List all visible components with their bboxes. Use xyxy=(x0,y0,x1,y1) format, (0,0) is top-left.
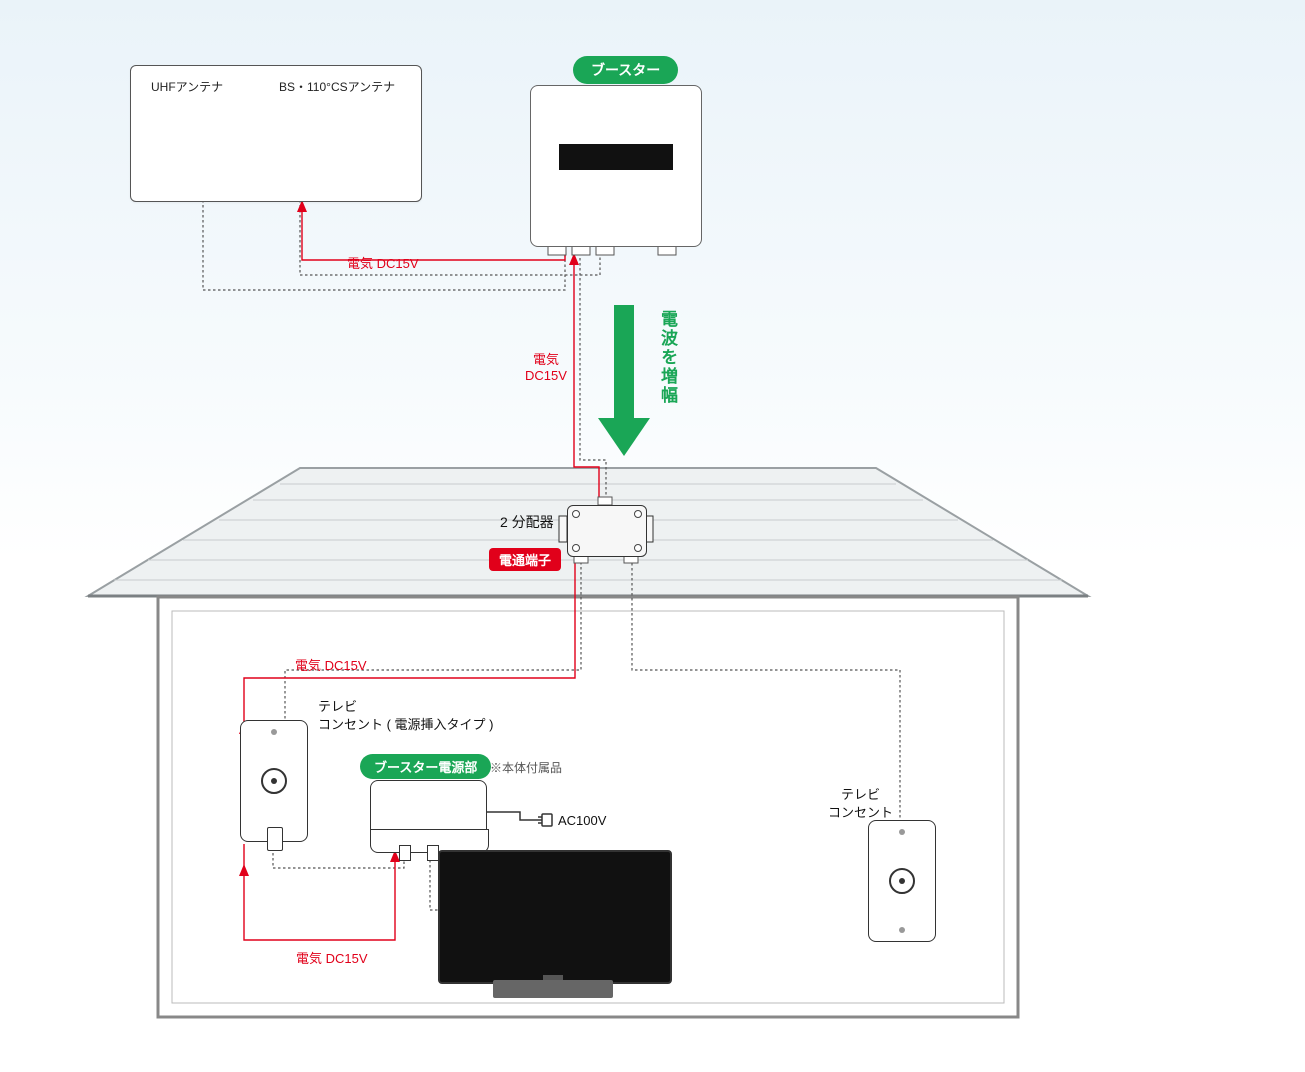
ac100v-label: AC100V xyxy=(558,813,606,828)
television-icon xyxy=(438,850,668,1000)
tv-outlet-right xyxy=(868,820,936,942)
splitter-label: 2 分配器 xyxy=(500,512,554,532)
bs-cs-antenna-label: BS・110°CSアンテナ xyxy=(279,78,395,95)
dc15v-label-bottom: 電気 DC15V xyxy=(296,948,368,967)
booster-box xyxy=(530,85,702,247)
coax-jack-icon xyxy=(889,868,915,894)
dc15v-label-attic: 電気 DC15V xyxy=(295,655,367,674)
coax-jack-icon xyxy=(261,768,287,794)
tv-outlet-right-label: テレビコンセント xyxy=(828,786,893,821)
booster-badge: ブースター xyxy=(573,56,678,84)
uhf-antenna-label: UHFアンテナ xyxy=(151,78,223,95)
booster-psu-badge: ブースター電源部 xyxy=(360,754,491,779)
dc15v-label-middle: 電気DC15V xyxy=(525,352,567,385)
booster-display xyxy=(559,144,673,170)
splitter-box xyxy=(567,505,647,557)
line1: テレビ xyxy=(318,699,357,714)
psu-note: ※本体付属品 xyxy=(490,759,562,776)
tv-outlet-power-label: テレビコンセント ( 電源挿入タイプ ) xyxy=(318,698,494,733)
amplify-label: 電波を増幅 xyxy=(655,310,680,405)
power-pass-terminal-badge: 電通端子 xyxy=(489,548,561,571)
line2: コンセント ( 電源挿入タイプ ) xyxy=(318,717,494,732)
antenna-group-box: UHFアンテナ BS・110°CSアンテナ xyxy=(130,65,422,202)
ac-cord xyxy=(484,812,552,826)
tv-outlet-power xyxy=(240,720,308,842)
diagram-stage: UHFアンテナ BS・110°CSアンテナ ブースター 電気 DC15V 電気D… xyxy=(0,0,1305,1072)
dc15v-label-top: 電気 DC15V xyxy=(347,253,419,272)
booster-psu-box xyxy=(370,780,487,852)
